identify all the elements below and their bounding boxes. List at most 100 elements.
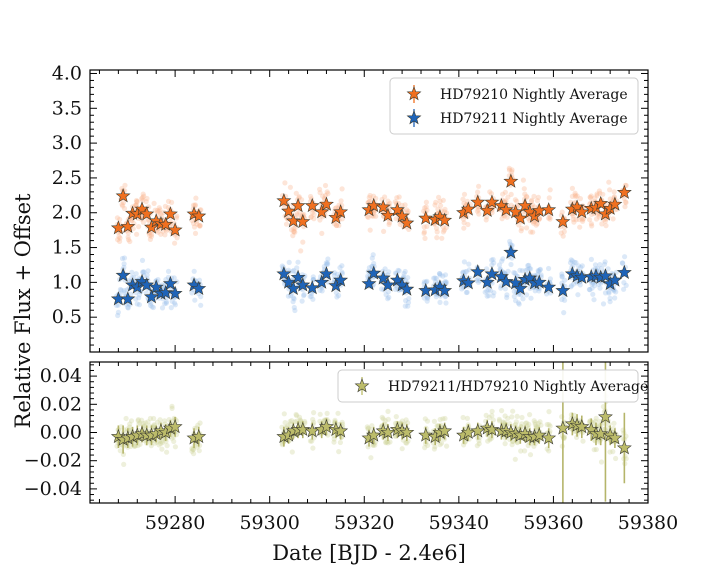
- raw-exposure-point: [442, 272, 449, 278]
- raw-exposure-point: [568, 257, 574, 263]
- raw-exposure-point: [488, 288, 494, 294]
- data-point-hd79211: [541, 279, 557, 294]
- raw-exposure-point: [440, 197, 446, 203]
- raw-exposure-point: [164, 449, 170, 455]
- y-tick-label: 2.5: [52, 167, 82, 189]
- raw-exposure-point: [528, 229, 534, 235]
- raw-exposure-point: [528, 295, 534, 301]
- data-point-hd79211: [167, 285, 183, 300]
- raw-exposure-point: [125, 234, 131, 240]
- raw-exposure-point: [546, 265, 552, 272]
- raw-exposure-point: [169, 435, 175, 441]
- raw-exposure-point: [425, 295, 431, 301]
- raw-exposure-point: [440, 273, 446, 279]
- raw-exposure-point: [442, 278, 448, 285]
- raw-exposure-point: [191, 451, 197, 457]
- raw-exposure-point: [592, 418, 599, 424]
- raw-exposure-point: [511, 270, 517, 276]
- raw-exposure-point: [134, 198, 140, 205]
- raw-exposure-point: [310, 274, 316, 280]
- y-tick-label: 0.04: [40, 365, 82, 387]
- raw-exposure-point: [518, 292, 524, 298]
- data-point-ratio: [597, 409, 613, 424]
- data-point-hd79210: [616, 184, 632, 199]
- raw-exposure-point: [509, 414, 515, 420]
- raw-exposure-point: [588, 221, 595, 227]
- raw-exposure-point: [300, 239, 306, 245]
- raw-exposure-point: [168, 305, 174, 311]
- raw-exposure-point: [148, 300, 154, 306]
- raw-exposure-point: [520, 177, 527, 183]
- raw-exposure-point: [310, 277, 316, 283]
- raw-exposure-point: [521, 186, 527, 192]
- raw-exposure-point: [499, 216, 505, 222]
- raw-exposure-point: [505, 415, 511, 421]
- raw-exposure-point: [387, 200, 393, 206]
- raw-exposure-point: [373, 213, 379, 219]
- raw-exposure-point: [116, 234, 122, 240]
- raw-exposure-point: [198, 294, 204, 300]
- raw-exposure-point: [320, 193, 326, 199]
- x-tick-label: 59340: [429, 512, 489, 534]
- raw-exposure-point: [520, 296, 526, 302]
- raw-exposure-point: [140, 197, 146, 203]
- raw-exposure-point: [147, 302, 154, 308]
- raw-exposure-point: [366, 265, 372, 271]
- raw-exposure-point: [623, 282, 629, 288]
- raw-exposure-point: [289, 227, 295, 233]
- raw-exposure-point: [622, 204, 628, 210]
- raw-exposure-point: [610, 449, 616, 455]
- raw-exposure-point: [331, 439, 337, 445]
- raw-exposure-point: [606, 290, 612, 296]
- raw-exposure-point: [476, 211, 482, 217]
- raw-exposure-point: [121, 461, 127, 467]
- raw-exposure-point: [466, 267, 472, 273]
- raw-exposure-point: [422, 235, 428, 241]
- raw-exposure-point: [463, 268, 470, 275]
- raw-exposure-point: [573, 217, 579, 223]
- raw-exposure-point: [602, 290, 609, 296]
- data-point-hd79210: [574, 204, 590, 219]
- raw-exposure-point: [120, 203, 126, 209]
- plot-frame: [89, 69, 649, 353]
- raw-exposure-point: [172, 444, 178, 450]
- legend-label: HD79211/HD79210 Nightly Average: [388, 379, 648, 395]
- raw-exposure-point: [324, 410, 330, 416]
- data-point-hd79211: [375, 270, 391, 285]
- raw-exposure-point: [370, 442, 376, 448]
- raw-exposure-point: [527, 412, 533, 418]
- raw-exposure-point: [120, 451, 126, 457]
- raw-exposure-point: [373, 195, 379, 201]
- raw-exposure-point: [189, 446, 195, 452]
- raw-exposure-point: [523, 420, 529, 426]
- raw-exposure-point: [121, 261, 127, 267]
- raw-exposure-point: [500, 256, 506, 262]
- raw-exposure-point: [433, 225, 440, 231]
- raw-exposure-point: [437, 416, 443, 423]
- raw-exposure-point: [505, 194, 511, 200]
- raw-exposure-point: [365, 214, 371, 220]
- y-tick-label: 2.0: [52, 202, 82, 224]
- raw-exposure-point: [559, 209, 565, 215]
- raw-exposure-point: [366, 198, 373, 205]
- raw-exposure-point: [460, 269, 466, 275]
- raw-exposure-point: [526, 421, 532, 427]
- legend-marker: [406, 110, 422, 125]
- raw-exposure-point: [575, 263, 582, 269]
- raw-exposure-point: [514, 198, 520, 204]
- raw-exposure-point: [527, 452, 534, 458]
- data-point-hd79210: [541, 202, 557, 217]
- raw-exposure-point: [386, 269, 392, 275]
- raw-exposure-point: [572, 192, 578, 198]
- raw-exposure-point: [367, 192, 373, 199]
- raw-exposure-point: [579, 263, 585, 269]
- raw-exposure-point: [569, 193, 576, 199]
- raw-exposure-point: [574, 434, 580, 440]
- raw-exposure-point: [159, 305, 166, 311]
- data-point-hd79210: [470, 194, 486, 209]
- raw-exposure-point: [134, 199, 140, 205]
- raw-exposure-point: [440, 416, 446, 422]
- raw-exposure-point: [487, 189, 493, 195]
